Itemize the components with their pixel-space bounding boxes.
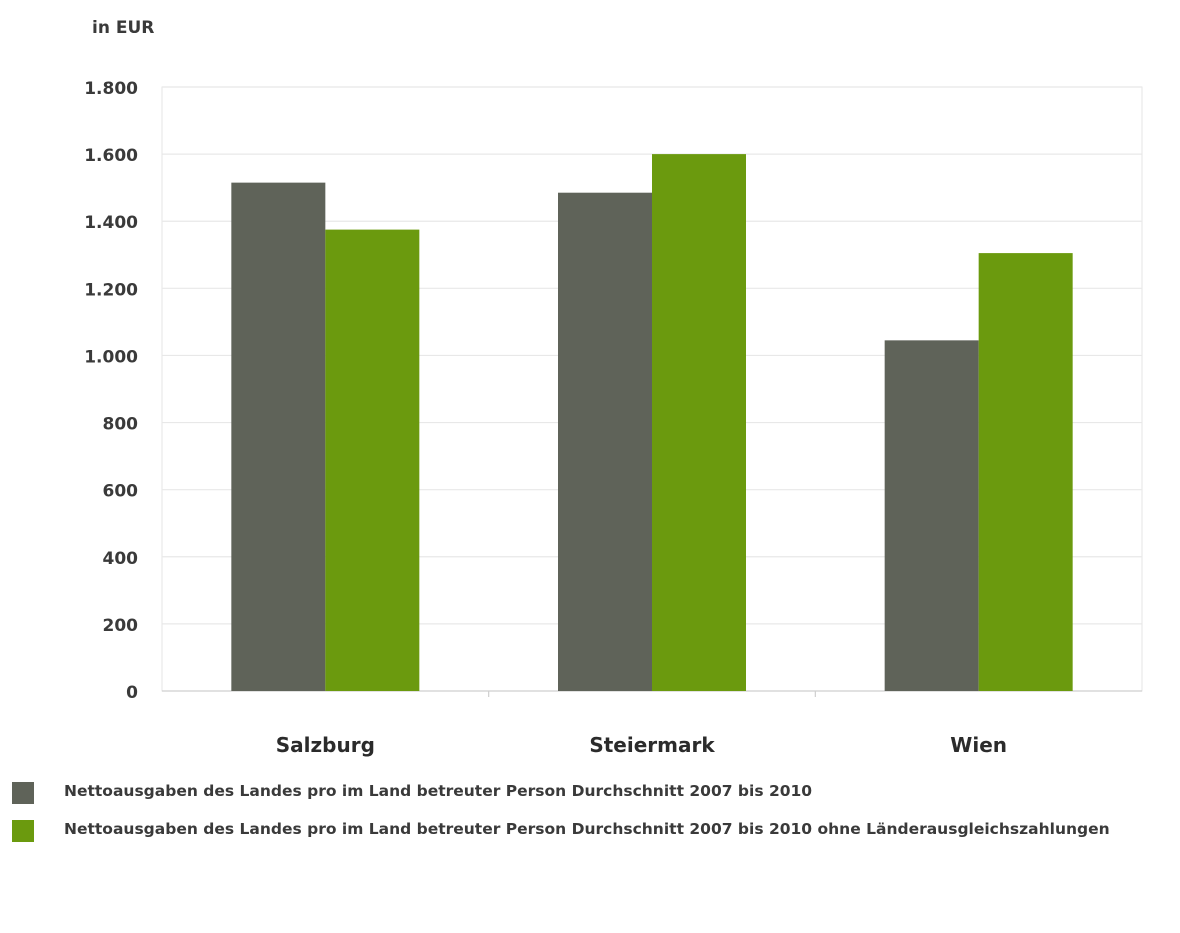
- legend-swatch-series-1: [12, 782, 34, 804]
- legend-label-series-1: Nettoausgaben des Landes pro im Land bet…: [64, 782, 813, 800]
- legend-item-series-2: Nettoausgaben des Landes pro im Land bet…: [12, 818, 1180, 844]
- legend-label-series-2: Nettoausgaben des Landes pro im Land bet…: [64, 820, 1110, 838]
- bar: [325, 229, 420, 691]
- bar: [652, 154, 746, 692]
- y-tick-label: 800: [103, 415, 139, 435]
- y-tick-label: 1.600: [84, 146, 138, 166]
- y-tick-label: 400: [103, 549, 139, 569]
- bar: [558, 192, 652, 691]
- y-tick-label: 200: [103, 616, 139, 636]
- y-tick-label: 0: [126, 683, 138, 703]
- y-tick-label: 1.000: [84, 347, 138, 367]
- x-tick-label: Wien: [950, 733, 1007, 757]
- y-axis-label: in EUR: [92, 18, 155, 38]
- legend-swatch-series-2: [12, 820, 34, 842]
- x-tick-label: Steiermark: [589, 733, 715, 757]
- bar: [231, 182, 326, 691]
- bar: [978, 253, 1073, 691]
- x-tick-label: Salzburg: [276, 733, 375, 757]
- y-tick-label: 1.200: [84, 280, 138, 300]
- bar: [884, 340, 979, 691]
- y-tick-label: 600: [103, 482, 139, 502]
- legend-item-series-1: Nettoausgaben des Landes pro im Land bet…: [12, 780, 1180, 806]
- y-tick-label: 1.800: [84, 79, 138, 99]
- y-tick-label: 1.400: [84, 213, 138, 233]
